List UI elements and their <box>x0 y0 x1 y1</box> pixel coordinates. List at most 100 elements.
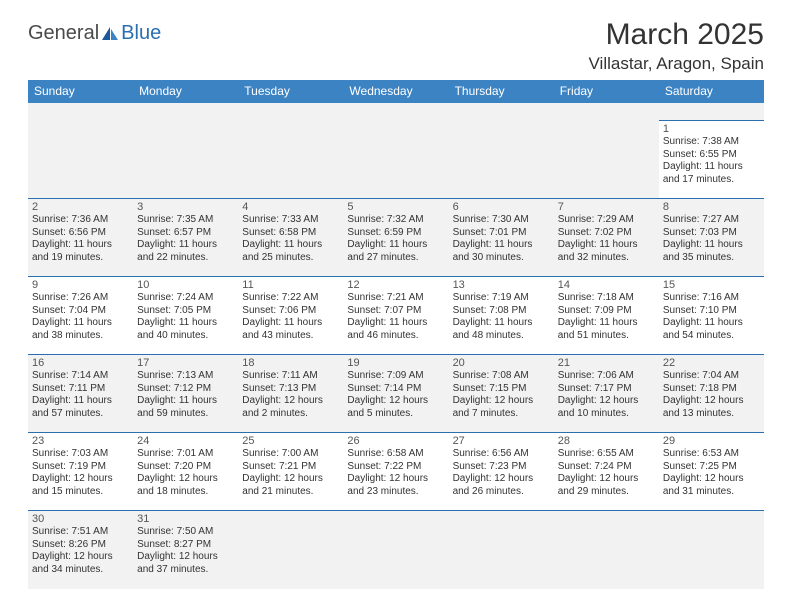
info-line: Sunrise: 6:58 AM <box>347 448 444 461</box>
info-line: Sunset: 6:58 PM <box>242 227 339 240</box>
info-line: Daylight: 11 hours <box>663 317 760 330</box>
day-number: 30 <box>32 513 129 525</box>
info-line: Sunset: 7:22 PM <box>347 461 444 474</box>
day-number: 16 <box>32 357 129 369</box>
info-line: Sunrise: 7:18 AM <box>558 292 655 305</box>
day-header: Wednesday <box>343 80 448 103</box>
day-info: Sunrise: 7:13 AMSunset: 7:12 PMDaylight:… <box>137 370 234 420</box>
day-number: 21 <box>558 357 655 369</box>
calendar-cell: 25Sunrise: 7:00 AMSunset: 7:21 PMDayligh… <box>238 433 343 511</box>
calendar-cell: 29Sunrise: 6:53 AMSunset: 7:25 PMDayligh… <box>659 433 764 511</box>
day-header: Tuesday <box>238 80 343 103</box>
info-line: Daylight: 11 hours <box>242 239 339 252</box>
day-info: Sunrise: 7:50 AMSunset: 8:27 PMDaylight:… <box>137 526 234 576</box>
info-line: and 17 minutes. <box>663 174 760 187</box>
info-line: Daylight: 12 hours <box>137 551 234 564</box>
info-line: Sunset: 7:21 PM <box>242 461 339 474</box>
info-line: and 10 minutes. <box>558 408 655 421</box>
calendar-cell: 15Sunrise: 7:16 AMSunset: 7:10 PMDayligh… <box>659 277 764 355</box>
info-line: and 7 minutes. <box>453 408 550 421</box>
calendar-cell-empty <box>554 121 659 199</box>
info-line: and 34 minutes. <box>32 564 129 577</box>
info-line: and 22 minutes. <box>137 252 234 265</box>
info-line: Daylight: 11 hours <box>558 317 655 330</box>
info-line: Sunset: 6:55 PM <box>663 149 760 162</box>
info-line: and 37 minutes. <box>137 564 234 577</box>
day-info: Sunrise: 6:56 AMSunset: 7:23 PMDaylight:… <box>453 448 550 498</box>
day-info: Sunrise: 7:21 AMSunset: 7:07 PMDaylight:… <box>347 292 444 342</box>
calendar-cell: 7Sunrise: 7:29 AMSunset: 7:02 PMDaylight… <box>554 199 659 277</box>
calendar-cell-empty <box>133 121 238 199</box>
info-line: Sunset: 7:12 PM <box>137 383 234 396</box>
day-number: 22 <box>663 357 760 369</box>
info-line: Sunrise: 7:33 AM <box>242 214 339 227</box>
info-line: Sunset: 7:11 PM <box>32 383 129 396</box>
info-line: Sunrise: 6:53 AM <box>663 448 760 461</box>
day-info: Sunrise: 7:01 AMSunset: 7:20 PMDaylight:… <box>137 448 234 498</box>
info-line: Daylight: 11 hours <box>663 161 760 174</box>
info-line: Sunrise: 7:24 AM <box>137 292 234 305</box>
day-number: 23 <box>32 435 129 447</box>
day-info: Sunrise: 6:53 AMSunset: 7:25 PMDaylight:… <box>663 448 760 498</box>
day-number: 12 <box>347 279 444 291</box>
info-line: Sunset: 7:19 PM <box>32 461 129 474</box>
day-number: 15 <box>663 279 760 291</box>
info-line: Sunrise: 7:19 AM <box>453 292 550 305</box>
day-info: Sunrise: 7:03 AMSunset: 7:19 PMDaylight:… <box>32 448 129 498</box>
day-info: Sunrise: 7:09 AMSunset: 7:14 PMDaylight:… <box>347 370 444 420</box>
calendar-row: 16Sunrise: 7:14 AMSunset: 7:11 PMDayligh… <box>28 355 764 433</box>
day-number: 3 <box>137 201 234 213</box>
info-line: Sunrise: 7:13 AM <box>137 370 234 383</box>
day-info: Sunrise: 7:00 AMSunset: 7:21 PMDaylight:… <box>242 448 339 498</box>
info-line: Sunrise: 7:01 AM <box>137 448 234 461</box>
logo-text-2: Blue <box>121 22 161 45</box>
info-line: Sunset: 6:59 PM <box>347 227 444 240</box>
day-number: 9 <box>32 279 129 291</box>
info-line: Daylight: 11 hours <box>347 239 444 252</box>
info-line: and 31 minutes. <box>663 486 760 499</box>
info-line: Sunrise: 7:30 AM <box>453 214 550 227</box>
calendar-cell: 27Sunrise: 6:56 AMSunset: 7:23 PMDayligh… <box>449 433 554 511</box>
calendar-cell: 18Sunrise: 7:11 AMSunset: 7:13 PMDayligh… <box>238 355 343 433</box>
day-number: 25 <box>242 435 339 447</box>
info-line: Daylight: 11 hours <box>347 317 444 330</box>
calendar-cell: 28Sunrise: 6:55 AMSunset: 7:24 PMDayligh… <box>554 433 659 511</box>
calendar-cell: 20Sunrise: 7:08 AMSunset: 7:15 PMDayligh… <box>449 355 554 433</box>
info-line: Daylight: 12 hours <box>558 395 655 408</box>
day-number: 1 <box>663 123 760 135</box>
day-number: 29 <box>663 435 760 447</box>
day-info: Sunrise: 7:32 AMSunset: 6:59 PMDaylight:… <box>347 214 444 264</box>
info-line: Sunrise: 7:50 AM <box>137 526 234 539</box>
day-info: Sunrise: 7:33 AMSunset: 6:58 PMDaylight:… <box>242 214 339 264</box>
info-line: and 32 minutes. <box>558 252 655 265</box>
calendar-cell: 22Sunrise: 7:04 AMSunset: 7:18 PMDayligh… <box>659 355 764 433</box>
info-line: Sunset: 7:24 PM <box>558 461 655 474</box>
info-line: Sunrise: 6:55 AM <box>558 448 655 461</box>
calendar-row: 30Sunrise: 7:51 AMSunset: 8:26 PMDayligh… <box>28 511 764 589</box>
info-line: Sunrise: 7:51 AM <box>32 526 129 539</box>
calendar-cell: 31Sunrise: 7:50 AMSunset: 8:27 PMDayligh… <box>133 511 238 589</box>
info-line: Sunset: 7:23 PM <box>453 461 550 474</box>
info-line: and 38 minutes. <box>32 330 129 343</box>
info-line: Sunset: 8:26 PM <box>32 539 129 552</box>
info-line: and 57 minutes. <box>32 408 129 421</box>
info-line: Sunset: 7:18 PM <box>663 383 760 396</box>
info-line: Sunrise: 7:04 AM <box>663 370 760 383</box>
calendar-cell: 2Sunrise: 7:36 AMSunset: 6:56 PMDaylight… <box>28 199 133 277</box>
info-line: Sunrise: 7:32 AM <box>347 214 444 227</box>
info-line: Sunrise: 7:21 AM <box>347 292 444 305</box>
info-line: and 13 minutes. <box>663 408 760 421</box>
day-info: Sunrise: 6:58 AMSunset: 7:22 PMDaylight:… <box>347 448 444 498</box>
day-info: Sunrise: 7:22 AMSunset: 7:06 PMDaylight:… <box>242 292 339 342</box>
location: Villastar, Aragon, Spain <box>589 54 764 74</box>
day-info: Sunrise: 7:26 AMSunset: 7:04 PMDaylight:… <box>32 292 129 342</box>
day-header: Sunday <box>28 80 133 103</box>
day-info: Sunrise: 7:51 AMSunset: 8:26 PMDaylight:… <box>32 526 129 576</box>
day-header: Monday <box>133 80 238 103</box>
calendar-row: 23Sunrise: 7:03 AMSunset: 7:19 PMDayligh… <box>28 433 764 511</box>
info-line: and 29 minutes. <box>558 486 655 499</box>
info-line: Sunrise: 7:26 AM <box>32 292 129 305</box>
day-number: 28 <box>558 435 655 447</box>
day-header: Saturday <box>659 80 764 103</box>
day-number: 17 <box>137 357 234 369</box>
